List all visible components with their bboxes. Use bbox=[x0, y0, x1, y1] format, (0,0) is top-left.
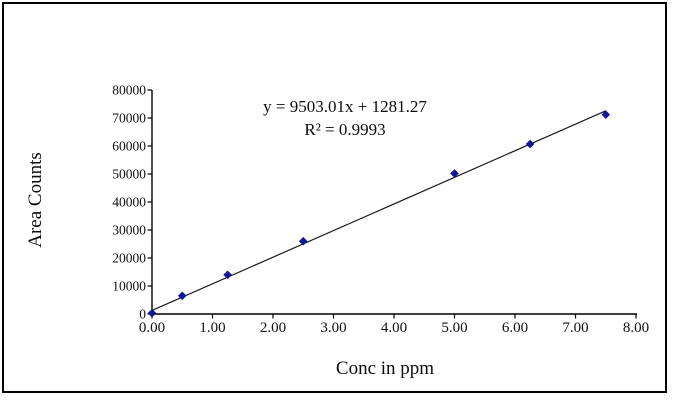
x-tick-label: 5.00 bbox=[441, 320, 467, 336]
data-point-marker bbox=[298, 236, 308, 246]
x-tick-label: 8.00 bbox=[623, 320, 649, 336]
x-axis-title: Conc in ppm bbox=[335, 358, 435, 379]
y-tick-label: 80000 bbox=[112, 83, 146, 98]
data-point-marker bbox=[147, 308, 157, 318]
x-tick-label: 6.00 bbox=[502, 320, 528, 336]
data-point-marker bbox=[525, 139, 535, 149]
x-tick-label: 4.00 bbox=[381, 320, 407, 336]
y-tick-label: 30000 bbox=[112, 223, 146, 238]
data-point-marker bbox=[450, 169, 459, 178]
x-tick-label: 1.00 bbox=[199, 320, 225, 336]
y-tick-label: 50000 bbox=[112, 167, 146, 182]
x-tick-label: 0.00 bbox=[139, 320, 165, 336]
y-axis-title: Area Counts bbox=[25, 152, 46, 248]
y-tick-label: 60000 bbox=[112, 139, 146, 154]
data-point-marker bbox=[601, 110, 611, 119]
y-tick-label: 20000 bbox=[112, 251, 146, 266]
x-tick-label: 7.00 bbox=[562, 320, 588, 336]
data-point-marker bbox=[223, 270, 232, 280]
y-tick-label: 0 bbox=[139, 307, 146, 322]
y-tick-label: 70000 bbox=[112, 111, 146, 126]
equation-line: y = 9503.01x + 1281.27 bbox=[263, 97, 427, 116]
x-tick-label: 3.00 bbox=[320, 320, 346, 336]
data-point-marker bbox=[177, 291, 187, 301]
trendline-equation: y = 9503.01x + 1281.27 R² = 0.9993 bbox=[195, 95, 495, 141]
y-tick-label: 40000 bbox=[112, 195, 146, 210]
r-squared-line: R² = 0.9993 bbox=[304, 120, 386, 139]
y-tick-label: 10000 bbox=[112, 279, 146, 294]
x-tick-label: 2.00 bbox=[260, 320, 286, 336]
